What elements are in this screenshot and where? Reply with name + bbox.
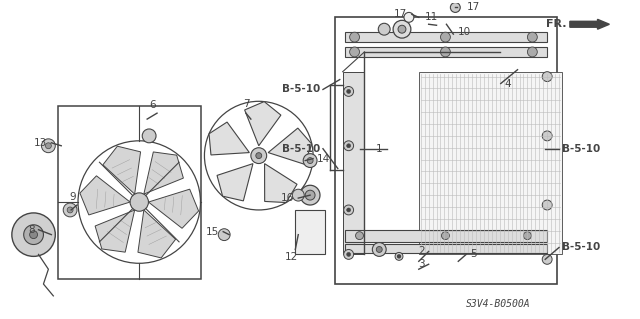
Bar: [419, 72, 562, 254]
Bar: [345, 47, 547, 57]
Text: 7: 7: [243, 99, 249, 109]
Bar: [345, 32, 547, 42]
Polygon shape: [217, 164, 253, 201]
Polygon shape: [138, 210, 175, 258]
Circle shape: [398, 25, 406, 33]
Polygon shape: [80, 176, 130, 215]
Polygon shape: [264, 164, 297, 203]
Text: 1: 1: [376, 144, 382, 154]
Circle shape: [29, 231, 38, 239]
Text: 12: 12: [285, 252, 298, 263]
Text: 11: 11: [425, 12, 438, 22]
Circle shape: [344, 205, 353, 215]
Circle shape: [307, 158, 313, 164]
Polygon shape: [103, 146, 141, 194]
Bar: [335, 17, 557, 284]
Circle shape: [42, 139, 55, 153]
Circle shape: [305, 190, 315, 200]
Bar: [342, 72, 364, 254]
Bar: [345, 230, 547, 241]
Text: B-5-10: B-5-10: [562, 242, 600, 252]
Circle shape: [395, 252, 403, 260]
Circle shape: [542, 131, 552, 141]
Text: S3V4-B0500A: S3V4-B0500A: [465, 299, 530, 309]
Circle shape: [45, 143, 51, 149]
Circle shape: [376, 247, 382, 252]
Text: 8: 8: [28, 225, 35, 235]
Circle shape: [303, 154, 317, 167]
Polygon shape: [144, 152, 184, 194]
Circle shape: [440, 32, 451, 42]
Circle shape: [542, 200, 552, 210]
Text: 3: 3: [418, 259, 425, 269]
Circle shape: [12, 213, 55, 256]
Text: 14: 14: [317, 153, 330, 164]
Circle shape: [356, 232, 364, 240]
Circle shape: [451, 3, 460, 12]
Text: 16: 16: [281, 193, 294, 203]
Circle shape: [251, 148, 267, 164]
Circle shape: [344, 141, 353, 151]
Circle shape: [542, 254, 552, 264]
Text: FR.: FR.: [547, 19, 567, 29]
Circle shape: [524, 232, 531, 240]
Circle shape: [292, 189, 304, 201]
Circle shape: [440, 47, 451, 57]
Circle shape: [142, 129, 156, 143]
Circle shape: [527, 47, 538, 57]
Text: 13: 13: [34, 138, 47, 148]
Text: 10: 10: [458, 27, 472, 37]
Circle shape: [344, 86, 353, 96]
Text: 17: 17: [394, 9, 407, 19]
Text: B-5-10: B-5-10: [562, 144, 600, 154]
Circle shape: [347, 89, 351, 93]
Circle shape: [442, 232, 449, 240]
Polygon shape: [148, 189, 198, 228]
Circle shape: [300, 185, 320, 205]
Circle shape: [256, 153, 262, 159]
Bar: [295, 210, 325, 254]
Polygon shape: [268, 128, 312, 164]
Polygon shape: [244, 101, 281, 146]
Circle shape: [542, 72, 552, 82]
Text: 4: 4: [505, 78, 511, 89]
Polygon shape: [209, 122, 250, 155]
Polygon shape: [95, 210, 134, 252]
Circle shape: [397, 255, 401, 258]
Circle shape: [527, 32, 538, 42]
Circle shape: [404, 12, 414, 22]
Circle shape: [347, 208, 351, 212]
Circle shape: [218, 229, 230, 241]
Text: B-5-10: B-5-10: [282, 144, 320, 154]
Text: 2: 2: [418, 247, 425, 256]
Circle shape: [63, 203, 77, 217]
Circle shape: [349, 47, 360, 57]
Circle shape: [347, 252, 351, 256]
Circle shape: [67, 207, 73, 213]
Bar: [58, 106, 202, 279]
Circle shape: [378, 23, 390, 35]
Text: 15: 15: [206, 227, 220, 237]
Text: 9: 9: [70, 192, 76, 202]
Circle shape: [130, 193, 148, 211]
Text: 17: 17: [467, 3, 480, 12]
Circle shape: [344, 249, 353, 259]
Text: 5: 5: [470, 249, 477, 259]
Text: B-5-10: B-5-10: [282, 85, 320, 94]
FancyArrow shape: [570, 19, 609, 29]
Circle shape: [393, 20, 411, 38]
Circle shape: [372, 242, 386, 256]
Text: 6: 6: [148, 100, 156, 110]
Circle shape: [349, 32, 360, 42]
Circle shape: [24, 225, 44, 245]
Circle shape: [347, 144, 351, 148]
Bar: [345, 243, 547, 253]
